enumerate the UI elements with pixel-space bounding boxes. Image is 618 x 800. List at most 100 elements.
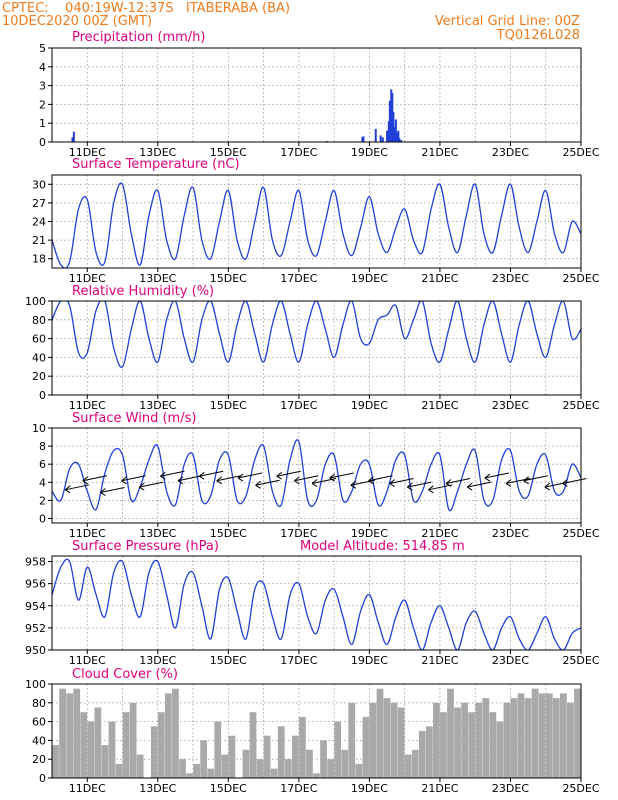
plot-frame <box>51 174 582 269</box>
bar <box>214 721 222 778</box>
chart-title: Relative Humidity (%) <box>72 284 214 299</box>
wind-arrow <box>216 475 241 485</box>
x-tick-label: 21DEC <box>421 654 458 667</box>
bar <box>108 721 116 778</box>
wind-arrow-shaft <box>216 475 241 482</box>
wind-arrow-head <box>216 476 223 485</box>
bar <box>136 754 144 778</box>
wind-arrow-shaft <box>368 475 393 482</box>
x-tick-label: 23DEC <box>492 399 529 412</box>
wind-arrow-head <box>406 482 413 491</box>
bar <box>400 140 403 142</box>
y-tick-label: 950 <box>25 644 46 657</box>
header-line1: CPTEC: 040:19W-12:37S ITABERABA (BA) <box>2 1 291 16</box>
wind-arrow-shaft <box>199 470 224 477</box>
x-tick-label: 13DEC <box>139 527 176 540</box>
wind-arrow-shaft <box>276 470 301 477</box>
bar <box>221 754 229 778</box>
bar <box>73 688 81 778</box>
y-tick-label: 952 <box>25 622 46 635</box>
y-tick-label: 60 <box>32 716 46 729</box>
bar <box>454 707 461 778</box>
y-tick-label: 0 <box>39 136 46 149</box>
bar <box>228 735 236 778</box>
wind-arrow <box>484 472 509 482</box>
y-tick-label: 4 <box>39 61 46 74</box>
wind-arrow-shaft <box>237 472 263 479</box>
x-tick-label: 25DEC <box>562 654 599 667</box>
bar <box>348 702 356 778</box>
x-tick-label: 19DEC <box>351 782 388 795</box>
wind-arrow-head <box>505 479 512 487</box>
chart-precip: Precipitation (mm/h) 0 1 2 3 4 5 11DEC 13DEC 15DE… <box>39 30 600 159</box>
bar <box>425 726 433 778</box>
wind-arrow <box>100 487 125 496</box>
bar <box>398 138 401 142</box>
y-tick-label: 24 <box>32 216 46 229</box>
bar <box>284 759 292 778</box>
bar <box>468 712 476 778</box>
wind-arrow <box>523 475 548 485</box>
y-tick-label: 8 <box>39 440 46 453</box>
wind-arrow-shaft <box>139 481 164 488</box>
x-tick-label: 15DEC <box>210 146 247 159</box>
x-tick-label: 19DEC <box>351 527 388 540</box>
bar <box>341 749 349 778</box>
x-tick-label: 13DEC <box>139 272 176 285</box>
bar <box>71 137 74 142</box>
x-tick-label: 11DEC <box>69 272 106 285</box>
bar <box>207 768 215 778</box>
bar <box>87 721 95 778</box>
series-line <box>52 439 581 512</box>
bar <box>503 702 511 778</box>
chart-rh: Relative Humidity (%) 0 20 40 60 80 100 11DEC 13… <box>25 284 600 412</box>
x-tick-label: 11DEC <box>69 782 106 795</box>
bar <box>574 688 581 778</box>
wind-arrow-shaft <box>100 487 125 494</box>
x-tick-label: 25DEC <box>562 146 599 159</box>
bar <box>369 702 377 778</box>
bar <box>249 712 257 778</box>
x-tick-label: 17DEC <box>280 654 317 667</box>
wind-arrow <box>160 470 185 480</box>
y-tick-label: 6 <box>39 458 46 471</box>
wind-arrow <box>466 481 492 491</box>
bar <box>361 137 364 142</box>
x-tick-label: 25DEC <box>562 399 599 412</box>
wind-arrow-shaft <box>350 479 375 486</box>
x-tick-label: 15DEC <box>210 399 247 412</box>
x-tick-label: 23DEC <box>492 527 529 540</box>
wind-arrow-head <box>368 476 374 485</box>
y-tick-label: 20 <box>32 753 46 766</box>
x-tick-label: 15DEC <box>210 782 247 795</box>
bar <box>94 707 102 778</box>
bar <box>291 735 299 778</box>
x-tick-label: 19DEC <box>351 399 388 412</box>
x-tick-label: 23DEC <box>492 146 529 159</box>
plot-frame <box>51 300 582 396</box>
wind-arrow-head <box>544 482 551 491</box>
x-tick-label: 23DEC <box>492 272 529 285</box>
y-tick-label: 954 <box>25 600 46 613</box>
bar <box>355 763 363 778</box>
bar <box>395 132 398 142</box>
x-tick-label: 13DEC <box>139 146 176 159</box>
series-line <box>52 558 581 650</box>
bar <box>397 130 400 142</box>
y-tick-label: 20 <box>32 370 46 383</box>
wind-arrow-shaft <box>562 477 587 484</box>
wind-arrow <box>389 477 414 487</box>
bar <box>242 749 250 778</box>
bar <box>52 745 59 778</box>
wind-arrow-head <box>100 488 106 496</box>
bar <box>393 126 396 142</box>
plot-frame <box>51 683 582 779</box>
x-tick-label: 17DEC <box>280 527 317 540</box>
bar <box>545 693 553 778</box>
x-tick-label: 25DEC <box>562 272 599 285</box>
x-tick-label: 21DEC <box>421 527 458 540</box>
bar <box>475 702 483 778</box>
wind-arrow-shaft <box>160 470 185 477</box>
bar <box>538 693 546 778</box>
